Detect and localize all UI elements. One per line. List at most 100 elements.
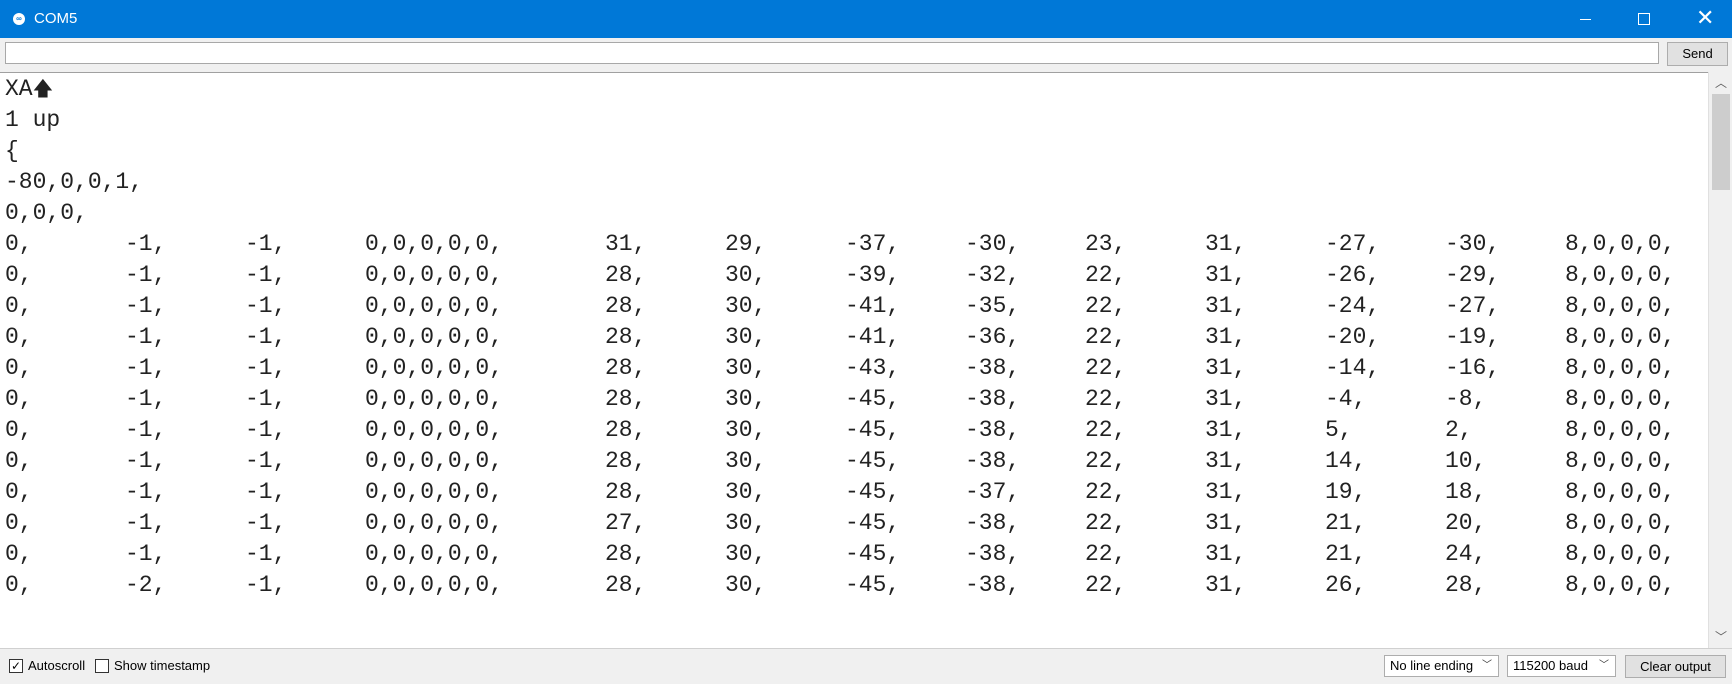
output-cell: 31,: [1205, 293, 1247, 319]
output-cell: -1,: [125, 479, 167, 505]
output-cell: 0,0,0,0,0,: [365, 417, 504, 443]
output-cell: -1,: [245, 572, 287, 598]
output-cell: -1,: [125, 231, 167, 257]
output-cell: -37,: [845, 231, 901, 257]
output-cell: 0,0,0,0,0,: [365, 510, 504, 536]
output-cell: -38,: [965, 572, 1021, 598]
output-cell: -45,: [845, 448, 901, 474]
send-button[interactable]: Send: [1667, 42, 1728, 66]
output-row: 0, -2, -1, 0,0,0,0,0, 28, 30, -45, -38, 22, 31, 26…: [5, 568, 1705, 602]
minimize-button[interactable]: [1556, 0, 1614, 38]
vertical-scrollbar[interactable]: ︿ ﹀: [1708, 72, 1732, 648]
output-cell: -32,: [965, 262, 1021, 288]
output-cell: 22,: [1085, 541, 1127, 567]
output-cell: -45,: [845, 572, 901, 598]
output-cell: 22,: [1085, 448, 1127, 474]
output-cell: 0,0,0,0,0,: [365, 479, 504, 505]
output-line: {: [5, 138, 19, 164]
output-cell: -1,: [245, 262, 287, 288]
output-cell: 31,: [1205, 231, 1247, 257]
output-cell: -2,: [125, 572, 167, 598]
maximize-button[interactable]: [1614, 0, 1672, 38]
close-button[interactable]: ✕: [1674, 0, 1732, 38]
output-cell: 2,: [1445, 417, 1473, 443]
output-cell: 21,: [1325, 541, 1367, 567]
output-cell: 30,: [725, 293, 767, 319]
clear-output-button[interactable]: Clear output: [1625, 655, 1726, 678]
output-cell: -16,: [1445, 355, 1501, 381]
output-cell: 14,: [1325, 448, 1367, 474]
output-cell: 28,: [605, 293, 647, 319]
output-cell: 30,: [725, 448, 767, 474]
output-cell: -37,: [965, 479, 1021, 505]
output-cell: 0,0,0,0,0,: [365, 262, 504, 288]
output-cell: 30,: [725, 541, 767, 567]
output-cell: -1,: [125, 541, 167, 567]
output-cell: 28,: [605, 417, 647, 443]
output-cell: 0,0,0,0,0,: [365, 293, 504, 319]
output-cell: -1,: [125, 510, 167, 536]
output-cell: 0,: [5, 572, 33, 598]
minimize-icon: [1580, 19, 1591, 20]
output-cell: 8,0,0,0,: [1565, 479, 1676, 505]
output-cell: 31,: [1205, 572, 1247, 598]
title-bar: ∞ COM5 ✕: [0, 0, 1732, 38]
output-cell: -1,: [245, 293, 287, 319]
output-cell: -26,: [1325, 262, 1381, 288]
output-cell: -1,: [125, 448, 167, 474]
output-cell: -1,: [245, 386, 287, 412]
output-cell: -14,: [1325, 355, 1381, 381]
baud-value: 115200 baud: [1513, 658, 1588, 673]
output-cell: 21,: [1325, 510, 1367, 536]
serial-output[interactable]: XA🡅 1 up { -80,0,0,1, 0,0,0, 0, -1, -1, 0,0…: [0, 72, 1708, 649]
output-cell: 0,0,0,0,0,: [365, 386, 504, 412]
output-cell: 0,: [5, 324, 33, 350]
output-cell: 0,: [5, 479, 33, 505]
output-cell: 31,: [1205, 510, 1247, 536]
line-ending-value: No line ending: [1390, 658, 1474, 673]
output-cell: 28,: [605, 448, 647, 474]
output-cell: 8,0,0,0,: [1565, 541, 1676, 567]
chevron-down-icon: ﹀: [1599, 660, 1609, 671]
baud-select[interactable]: 115200 baud ﹀: [1507, 655, 1616, 677]
output-cell: -1,: [245, 510, 287, 536]
output-cell: -41,: [845, 324, 901, 350]
send-input[interactable]: [5, 42, 1659, 64]
output-cell: 30,: [725, 572, 767, 598]
autoscroll-checkbox[interactable]: ✓: [9, 659, 23, 673]
output-cell: -1,: [125, 355, 167, 381]
timestamp-checkbox[interactable]: [95, 659, 109, 673]
output-cell: -41,: [845, 293, 901, 319]
output-cell: 0,0,0,0,0,: [365, 355, 504, 381]
output-cell: 22,: [1085, 293, 1127, 319]
output-cell: 0,: [5, 510, 33, 536]
output-row: 0, -1, -1, 0,0,0,0,0, 28, 30, -45, -38, 22, 31, 14…: [5, 444, 1705, 478]
output-cell: 0,0,0,0,0,: [365, 231, 504, 257]
output-cell: -1,: [245, 355, 287, 381]
output-line: XA🡅: [5, 76, 54, 102]
output-cell: -38,: [965, 386, 1021, 412]
output-cell: 31,: [1205, 479, 1247, 505]
output-cell: -1,: [125, 324, 167, 350]
scroll-up-icon[interactable]: ︿: [1714, 76, 1727, 90]
output-cell: -38,: [965, 541, 1021, 567]
output-cell: 8,0,0,0,: [1565, 386, 1676, 412]
output-cell: 28,: [605, 572, 647, 598]
output-cell: 8,0,0,0,: [1565, 417, 1676, 443]
output-cell: 22,: [1085, 262, 1127, 288]
output-cell: 31,: [1205, 324, 1247, 350]
scrollbar-thumb[interactable]: [1712, 94, 1730, 190]
output-cell: 28,: [605, 262, 647, 288]
output-cell: -1,: [245, 324, 287, 350]
output-cell: 0,: [5, 355, 33, 381]
output-cell: -8,: [1445, 386, 1487, 412]
output-cell: 18,: [1445, 479, 1487, 505]
output-cell: -45,: [845, 510, 901, 536]
bottom-bar: ✓ Autoscroll Show timestamp No line endi…: [0, 648, 1732, 684]
checkmark-icon: ✓: [10, 659, 22, 673]
maximize-icon: [1638, 13, 1650, 25]
output-cell: 22,: [1085, 417, 1127, 443]
output-cell: -43,: [845, 355, 901, 381]
line-ending-select[interactable]: No line ending ﹀: [1384, 655, 1499, 677]
scroll-down-icon[interactable]: ﹀: [1714, 630, 1727, 644]
